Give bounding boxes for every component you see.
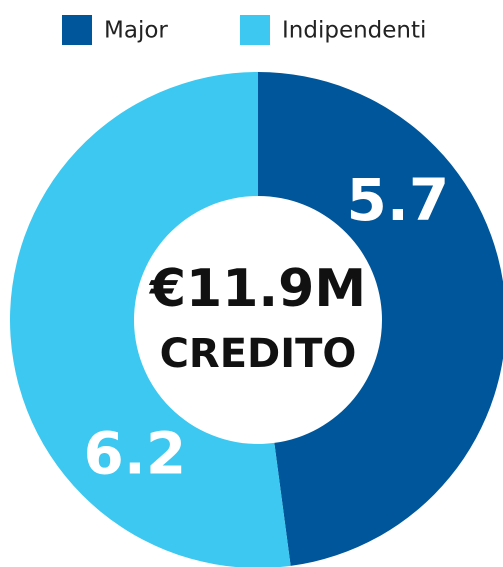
legend-label: Indipendenti: [282, 18, 426, 44]
legend-label: Major: [104, 18, 168, 44]
legend-swatch: [62, 15, 92, 45]
center-label: €11.9M: [149, 259, 366, 319]
center-sublabel: CREDITO: [160, 331, 357, 377]
data-label: 5.7: [346, 166, 449, 234]
donut-slice: [258, 72, 503, 566]
data-label: 6.2: [84, 419, 187, 487]
donut-slice: [10, 72, 291, 567]
legend-swatch: [240, 15, 270, 45]
